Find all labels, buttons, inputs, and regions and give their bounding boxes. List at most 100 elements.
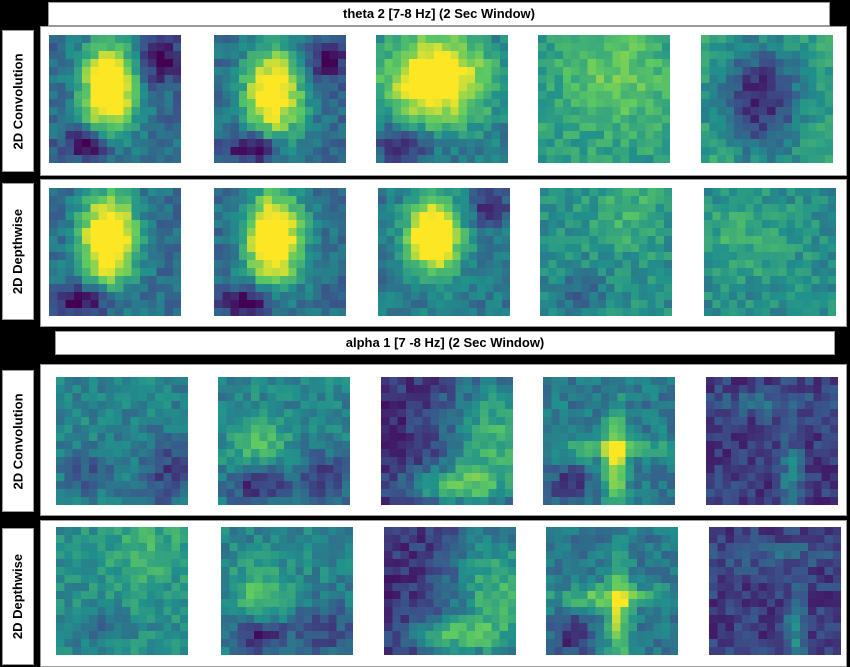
heatmap-cell [288,284,297,292]
heatmap-cell [714,449,723,457]
heatmap-cell [475,115,484,123]
heatmap-cell [163,567,172,575]
heatmap-cell [328,527,337,535]
heatmap-cell [546,155,555,163]
heatmap-cell [234,441,243,449]
heatmap-cell [739,449,748,457]
heatmap-cell [562,115,571,123]
heatmap-cell [559,473,568,481]
heatmap-cell [138,567,147,575]
heatmap-cell [221,639,230,647]
heatmap-cell [321,204,330,212]
heatmap-cell [739,489,748,497]
heatmap-cell [422,377,431,385]
heatmap-cell [163,583,172,591]
heatmap-cell [556,188,565,196]
heatmap-cell [734,75,743,83]
heatmap-cell [72,473,81,481]
heatmap-cell [234,425,243,433]
heatmap-cell [808,35,817,43]
heatmap-cell [218,449,227,457]
heatmap-cell [311,599,320,607]
heatmap-cell [221,575,230,583]
heatmap-cell [122,607,131,615]
heatmap-cell [595,591,604,599]
heatmap-cell [770,212,779,220]
heatmap-cell [745,252,754,260]
heatmap-cell [164,252,173,260]
heatmap-cell [113,567,122,575]
heatmap-cell [597,300,606,308]
heatmap-cell [155,551,164,559]
heatmap-cell [171,647,180,655]
heatmap-cell [625,449,634,457]
heatmap-cell [238,99,247,107]
heatmap-cell [386,276,395,284]
heatmap-cell [384,551,393,559]
heatmap-cell [288,196,297,204]
heatmap-cell [650,497,659,505]
heatmap-cell [778,196,787,204]
heatmap-cell [271,35,280,43]
heatmap-cell [65,123,74,131]
heatmap-cell [587,543,596,551]
heatmap-cell [816,99,825,107]
heatmap-cell [57,276,66,284]
heatmap-cell [90,236,99,244]
heatmap-cell [630,196,639,204]
heatmap-cell [72,385,81,393]
heatmap-cell [562,631,571,639]
heatmap-cell [805,441,814,449]
heatmap-cell [433,551,442,559]
heatmap-cell [80,473,89,481]
heatmap-cell [247,212,256,220]
heatmap-cell [441,583,450,591]
heatmap-cell [747,433,756,441]
heatmap-cell [772,393,781,401]
heatmap-cell [263,147,272,155]
heatmap-cell [304,155,313,163]
heatmap-cell [827,284,836,292]
heatmap-cell [717,83,726,91]
heatmap-cell [430,393,439,401]
heatmap-cell [397,489,406,497]
heatmap-cell [311,535,320,543]
heatmap-cell [97,481,106,489]
heatmap-cell [105,377,114,385]
heatmap-cell [800,107,809,115]
heatmap-cell [504,385,513,393]
heatmap-cell [303,647,312,655]
heatmap-cell [589,300,598,308]
heatmap-cell [295,535,304,543]
section-title-theta: theta 2 [7-8 Hz] (2 Sec Window) [48,2,830,26]
heatmap-cell [587,535,596,543]
heatmap-cell [747,489,756,497]
heatmap-cell [73,244,82,252]
heatmap-cell [653,139,662,147]
heatmap-grid [221,527,353,655]
heatmap-cell [247,260,256,268]
heatmap-cell [82,204,91,212]
heatmap-cell [304,276,313,284]
heatmap-cell [556,284,565,292]
heatmap-cell [701,139,710,147]
heatmap-cell [417,59,426,67]
heatmap-cell [767,91,776,99]
heatmap-cell [485,188,494,196]
heatmap-cell [587,551,596,559]
heatmap-cell [263,244,272,252]
heatmap-cell [384,647,393,655]
heatmap-cell [72,401,81,409]
heatmap-cell [458,67,467,75]
heatmap-cell [639,268,648,276]
heatmap-cell [645,623,654,631]
heatmap-cell [821,409,830,417]
heatmap-cell [579,83,588,91]
heatmap-cell [321,292,330,300]
heatmap-cell [761,204,770,212]
heatmap-cell [267,457,276,465]
heatmap-cell [650,441,659,449]
heatmap-cell [645,43,654,51]
heatmap-cell [113,551,122,559]
heatmap-cell [230,43,239,51]
